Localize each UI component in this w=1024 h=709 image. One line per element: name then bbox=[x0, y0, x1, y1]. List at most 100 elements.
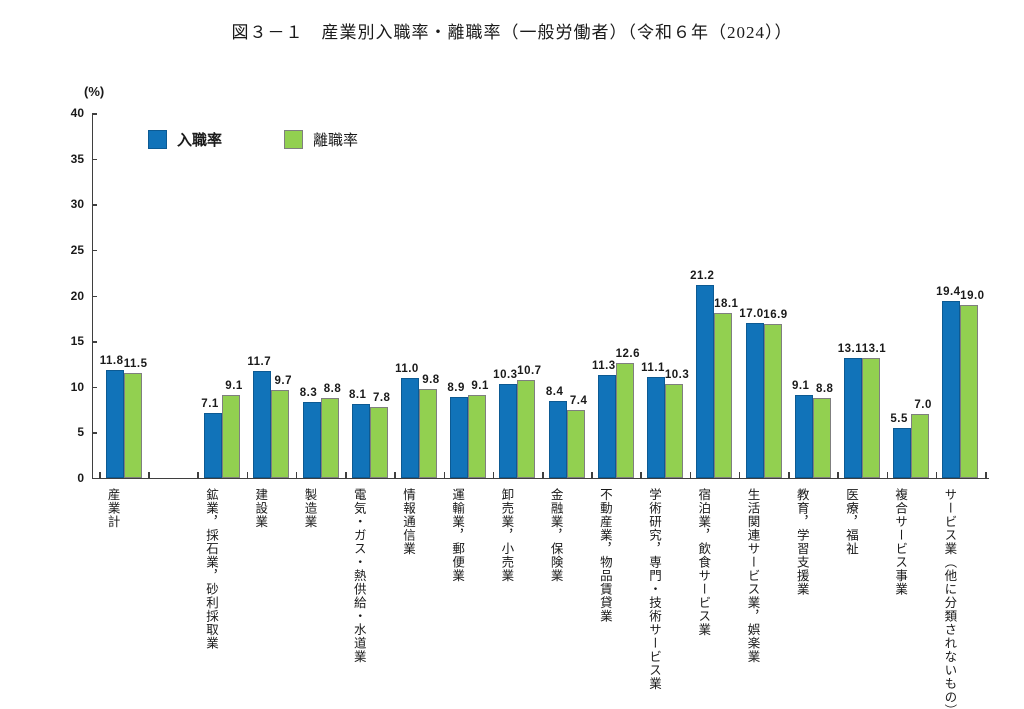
bar-separation-rate bbox=[123, 373, 142, 478]
x-axis-tick bbox=[738, 472, 741, 478]
y-axis-tick-label: 30 bbox=[70, 197, 84, 212]
separation-rate-swatch-icon bbox=[284, 130, 304, 149]
bar-hire-rate bbox=[597, 374, 616, 478]
y-axis-tick-label: 20 bbox=[70, 288, 84, 303]
bar-hire-rate bbox=[105, 370, 124, 478]
legend-label-separation-rate: 離職率 bbox=[313, 132, 359, 149]
bar-hire-rate bbox=[204, 413, 223, 478]
bar-separation-rate bbox=[615, 363, 634, 478]
chart-legend: 入職率 離職率 bbox=[148, 129, 358, 150]
bar-hire-rate bbox=[942, 300, 961, 478]
legend-label-hire-rate: 入職率 bbox=[177, 132, 223, 149]
x-axis-tick bbox=[935, 472, 938, 478]
bar-value-label-hire-rate: 8.1 bbox=[348, 389, 367, 402]
x-axis-category-label: 生活関連サービス業，娯楽業 bbox=[745, 488, 760, 664]
x-axis-tick bbox=[886, 472, 889, 478]
legend-item-hire-rate: 入職率 bbox=[148, 129, 222, 150]
bar-separation-rate bbox=[566, 410, 585, 478]
y-axis-tick-label: 15 bbox=[70, 334, 84, 349]
bar-hire-rate bbox=[843, 358, 862, 478]
bar-value-label-separation-rate: 10.3 bbox=[664, 369, 690, 382]
y-axis-tick-label: 5 bbox=[77, 425, 84, 440]
x-axis-category-label: 建設業 bbox=[253, 488, 268, 529]
bar-hire-rate bbox=[745, 322, 764, 478]
bar-value-label-hire-rate: 8.3 bbox=[299, 387, 318, 400]
y-axis-tick bbox=[92, 386, 97, 389]
x-axis-category-label: 医療，福祉 bbox=[843, 488, 858, 556]
x-axis-tick bbox=[689, 472, 692, 478]
bar-value-label-hire-rate: 13.1 bbox=[837, 343, 863, 356]
bar-value-label-separation-rate: 11.5 bbox=[123, 358, 148, 371]
x-axis-tick bbox=[492, 472, 495, 478]
bar-value-label-hire-rate: 19.4 bbox=[936, 285, 961, 298]
x-axis-category-label: 産業計 bbox=[105, 488, 120, 529]
bar-separation-rate bbox=[320, 397, 339, 478]
bar-value-label-hire-rate: 9.1 bbox=[791, 379, 810, 392]
x-axis-tick bbox=[99, 472, 101, 478]
bar-hire-rate bbox=[351, 404, 370, 478]
x-axis-category-label: 複合サービス事業 bbox=[893, 488, 908, 596]
bar-value-label-hire-rate: 11.3 bbox=[591, 359, 616, 372]
bar-separation-rate bbox=[665, 384, 684, 478]
x-axis-tick bbox=[443, 472, 446, 478]
bar-value-label-hire-rate: 8.9 bbox=[447, 381, 465, 394]
bar-separation-rate bbox=[222, 394, 241, 478]
bar-value-label-hire-rate: 8.4 bbox=[545, 386, 564, 399]
bar-hire-rate bbox=[450, 396, 469, 478]
bar-value-label-separation-rate: 9.1 bbox=[471, 379, 489, 392]
bar-separation-rate bbox=[468, 394, 487, 478]
x-axis-category-label: 運輸業，郵便業 bbox=[450, 488, 465, 583]
bar-separation-rate bbox=[517, 380, 536, 478]
bar-value-label-separation-rate: 13.1 bbox=[861, 343, 887, 356]
bar-value-label-separation-rate: 9.8 bbox=[422, 373, 440, 386]
x-axis-category-label: 鉱業，採石業，砂利採取業 bbox=[204, 488, 219, 650]
bar-value-label-separation-rate: 8.8 bbox=[323, 382, 342, 395]
bar-value-label-hire-rate: 5.5 bbox=[890, 412, 908, 425]
y-axis-tick bbox=[92, 341, 97, 343]
bar-hire-rate bbox=[794, 394, 813, 478]
chart-title: 図３－１ 産業別入職率・離職率（一般労働者）（令和６年（2024）） bbox=[231, 23, 793, 42]
bar-separation-rate bbox=[418, 388, 437, 478]
x-axis-tick bbox=[394, 472, 396, 478]
x-axis-category-label: 製造業 bbox=[302, 488, 317, 529]
x-axis-tick bbox=[148, 472, 150, 478]
bar-separation-rate bbox=[911, 414, 930, 478]
bar-value-label-separation-rate: 19.0 bbox=[960, 289, 985, 302]
bar-value-label-separation-rate: 12.6 bbox=[615, 348, 641, 361]
x-axis-tick bbox=[640, 472, 642, 478]
bar-separation-rate bbox=[714, 312, 733, 478]
bar-hire-rate bbox=[696, 284, 715, 478]
y-axis-tick-label: 0 bbox=[77, 471, 84, 485]
y-axis-tick-label: 40 bbox=[70, 106, 84, 120]
x-axis-category-label: サービス業（他に分類されないもの） bbox=[942, 488, 957, 709]
bar-value-label-hire-rate: 11.8 bbox=[99, 355, 124, 368]
bar-value-label-separation-rate: 9.7 bbox=[274, 374, 293, 387]
y-axis-tick bbox=[92, 158, 97, 161]
bar-value-label-separation-rate: 7.0 bbox=[914, 399, 932, 412]
bar-value-label-hire-rate: 11.0 bbox=[395, 362, 419, 375]
y-axis-tick bbox=[92, 295, 97, 297]
x-axis-tick bbox=[197, 472, 199, 478]
bar-separation-rate bbox=[960, 304, 979, 478]
y-axis-tick bbox=[92, 204, 97, 206]
x-axis-tick bbox=[542, 472, 544, 478]
bar-hire-rate bbox=[302, 402, 321, 478]
y-axis-tick bbox=[92, 432, 97, 434]
x-axis-tick bbox=[295, 472, 298, 478]
bar-value-label-separation-rate: 8.8 bbox=[815, 382, 834, 395]
x-axis-tick bbox=[985, 472, 987, 478]
x-axis-tick bbox=[345, 472, 347, 478]
y-axis-tick-label: 25 bbox=[70, 242, 84, 257]
x-axis-category-label: 宿泊業，飲食サービス業 bbox=[696, 488, 711, 637]
bar-value-label-hire-rate: 11.7 bbox=[247, 356, 272, 369]
bar-hire-rate bbox=[893, 427, 912, 478]
y-axis-tick bbox=[92, 249, 97, 252]
bar-value-label-hire-rate: 17.0 bbox=[739, 307, 764, 320]
plot-area: 11.8 11.5 7.1 9.1 11.7 9.7 8.3 8.8 8.1 7.8 11.0 9.8… bbox=[92, 113, 989, 479]
x-axis-tick bbox=[591, 472, 593, 478]
y-axis-tick-label: 10 bbox=[70, 379, 84, 394]
x-axis-category-label: 教育，学習支援業 bbox=[794, 488, 809, 596]
x-axis-category-label: 卸売業，小売業 bbox=[499, 488, 514, 583]
hire-rate-swatch-icon bbox=[148, 130, 167, 149]
bar-hire-rate bbox=[499, 384, 518, 478]
